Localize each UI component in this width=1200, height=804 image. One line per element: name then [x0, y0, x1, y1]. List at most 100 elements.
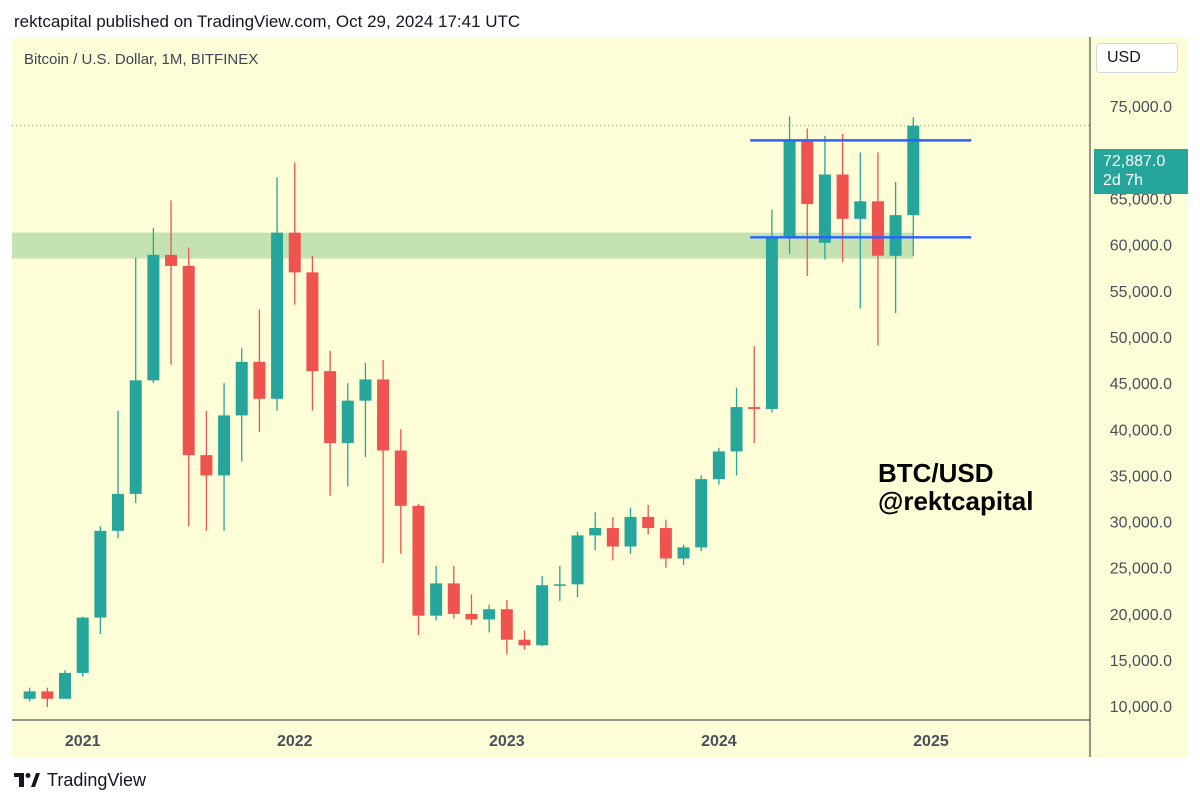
candle	[235, 348, 248, 462]
candle	[253, 309, 266, 433]
candle-body	[430, 583, 443, 616]
watermark: BTC/USD @rektcapital	[878, 459, 1033, 515]
x-tick-label: 2023	[489, 733, 525, 750]
candle	[129, 257, 142, 504]
candle	[783, 116, 796, 254]
candle	[430, 565, 443, 621]
x-tick-label: 2021	[65, 733, 101, 750]
candle-body	[836, 174, 849, 219]
candle-body	[553, 584, 566, 586]
candle-body	[730, 407, 743, 452]
candle-body	[23, 691, 36, 699]
candle-body	[783, 141, 796, 238]
axes-layer	[12, 37, 1091, 757]
candle	[871, 152, 884, 346]
y-tick-label: 45,000.0	[1110, 376, 1172, 393]
candles-layer	[23, 116, 920, 708]
chart-panel[interactable]: 80,000.075,000.065,000.060,000.055,000.0…	[12, 37, 1188, 757]
candle	[500, 600, 513, 655]
candle	[465, 594, 478, 625]
x-tick-label: 2022	[277, 733, 313, 750]
candle	[801, 128, 814, 277]
candle-body	[589, 528, 602, 536]
candle	[589, 512, 602, 551]
candle-body	[341, 400, 354, 444]
candle-body	[465, 613, 478, 620]
currency-button[interactable]: USD	[1096, 43, 1178, 73]
candle-body	[801, 141, 814, 205]
bar-countdown: 2d 7h	[1103, 172, 1144, 189]
candle-body	[624, 516, 637, 547]
y-tick-label: 10,000.0	[1110, 699, 1172, 716]
last-price-tag: 72,887.0 2d 7h	[1094, 149, 1188, 194]
footer-brand[interactable]: TradingView	[14, 768, 146, 792]
candle-body	[218, 415, 231, 476]
candle-body	[606, 528, 619, 547]
y-tick-label: 40,000.0	[1110, 422, 1172, 439]
candle-body	[536, 585, 549, 646]
candle	[518, 630, 531, 650]
candle	[76, 616, 89, 677]
candle-body	[695, 479, 708, 548]
candle-body	[324, 371, 337, 444]
candle-body	[907, 125, 920, 216]
candle	[41, 687, 54, 708]
candle	[165, 200, 178, 365]
tradingview-logo-icon	[14, 773, 40, 787]
y-tick-label: 50,000.0	[1110, 330, 1172, 347]
y-tick-label: 60,000.0	[1110, 238, 1172, 255]
candle	[341, 383, 354, 487]
candle	[659, 519, 672, 568]
watermark-pair: BTC/USD	[878, 458, 994, 488]
candle-body	[59, 672, 72, 699]
candle	[730, 387, 743, 476]
candle-body	[518, 639, 531, 646]
chart-canvas[interactable]: 80,000.075,000.065,000.060,000.055,000.0…	[12, 37, 1188, 757]
candle-body	[659, 528, 672, 559]
candle	[182, 247, 195, 527]
y-tick-label: 20,000.0	[1110, 607, 1172, 624]
candle-body	[41, 691, 54, 699]
candle	[288, 162, 301, 305]
last-price-value: 72,887.0	[1103, 153, 1166, 170]
candle	[695, 475, 708, 552]
candle-body	[712, 451, 725, 480]
y-tick-label: 35,000.0	[1110, 468, 1172, 485]
candle-body	[253, 361, 266, 399]
candle	[553, 565, 566, 601]
candle-body	[165, 254, 178, 266]
chart-title: Bitcoin / U.S. Dollar, 1M, BITFINEX	[24, 51, 259, 68]
candle	[677, 544, 690, 565]
candle-body	[889, 215, 902, 256]
candle-body	[359, 379, 372, 401]
candle-body	[76, 617, 89, 673]
publish-info: rektcapital published on TradingView.com…	[14, 12, 521, 31]
candle-body	[129, 380, 142, 494]
footer-brand-label: TradingView	[47, 769, 147, 790]
candle-body	[642, 516, 655, 529]
candle-body	[748, 407, 761, 409]
candle-body	[200, 455, 213, 476]
candle-body	[412, 505, 425, 616]
candle	[624, 507, 637, 554]
x-axis-labels: 2021 2022 2023 2024 2025	[65, 733, 949, 750]
candle-body	[483, 609, 496, 620]
candle-body	[818, 174, 831, 243]
candle	[23, 687, 36, 702]
candle	[59, 670, 72, 699]
candle	[642, 504, 655, 535]
candle-body	[271, 232, 284, 399]
candle	[218, 383, 231, 531]
x-tick-label: 2024	[701, 733, 737, 750]
candle	[200, 410, 213, 531]
candle-body	[112, 493, 125, 531]
candle-body	[447, 583, 460, 614]
candle-body	[500, 609, 513, 640]
candle	[748, 346, 761, 444]
y-tick-label: 25,000.0	[1110, 561, 1172, 578]
candle	[854, 152, 867, 309]
candle	[271, 177, 284, 411]
candle-body	[147, 254, 160, 381]
candle	[359, 362, 372, 457]
y-tick-label: 65,000.0	[1110, 192, 1172, 209]
